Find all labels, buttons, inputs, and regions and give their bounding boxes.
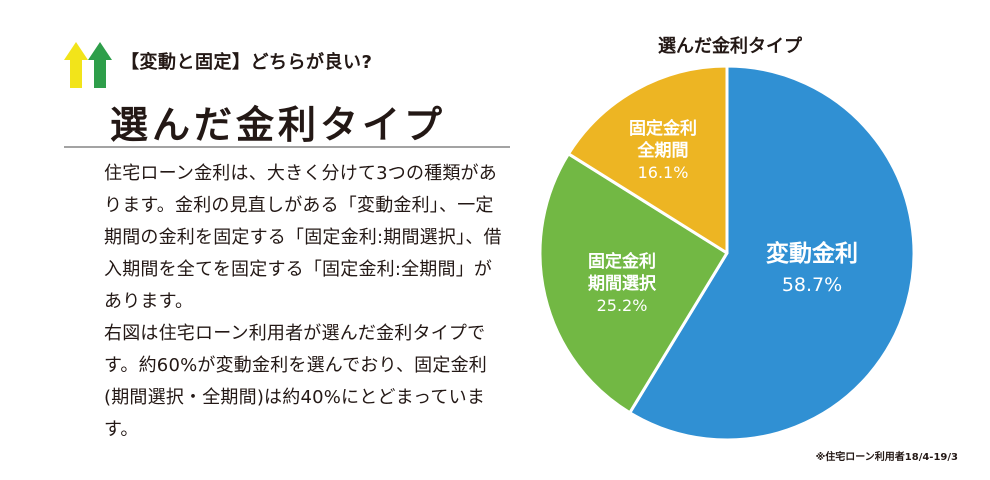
article-paragraph-2: 右図は住宅ローン利用者が選んだ金利タイプです。約60%が変動金利を選んでおり、固… — [104, 323, 487, 440]
kicker-heading: 【変動と固定】どちらが良い? — [121, 52, 373, 73]
slice-name-3-line-2: 全期間 — [637, 140, 689, 161]
slice-name-2-line-1: 固定金利 — [588, 251, 656, 272]
slice-value-label-3: 16.1% — [638, 163, 689, 182]
chart-footnote: ※住宅ローン利用者18/4-19/3 — [815, 452, 958, 463]
slice-name-2-line-2: 期間選択 — [588, 273, 657, 294]
title-divider — [64, 146, 510, 148]
slice-name-3-line-1: 固定金利 — [629, 118, 697, 139]
yellow-arrow-shape — [64, 42, 88, 88]
double-up-arrow-icon — [64, 42, 112, 88]
slice-name-1-line-1: 変動金利 — [766, 240, 858, 267]
slice-value-label-1: 58.7% — [782, 274, 842, 296]
slice-value-label-2: 25.2% — [597, 296, 648, 315]
pie-slice-3 — [566, 64, 729, 255]
article-paragraph-1: 住宅ローン金利は、大きく分けて3つの種類があります。金利の見直しがある「変動金利… — [104, 163, 502, 312]
green-arrow-shape — [88, 42, 112, 88]
article-body: 住宅ローン金利は、大きく分けて3つの種類があります。金利の見直しがある「変動金利… — [104, 158, 504, 446]
pie-slice-2 — [538, 152, 729, 415]
page-title: 選んだ金利タイプ — [110, 103, 447, 147]
pie-slice-1 — [628, 64, 916, 442]
chart-title: 選んだ金利タイプ — [658, 36, 802, 57]
